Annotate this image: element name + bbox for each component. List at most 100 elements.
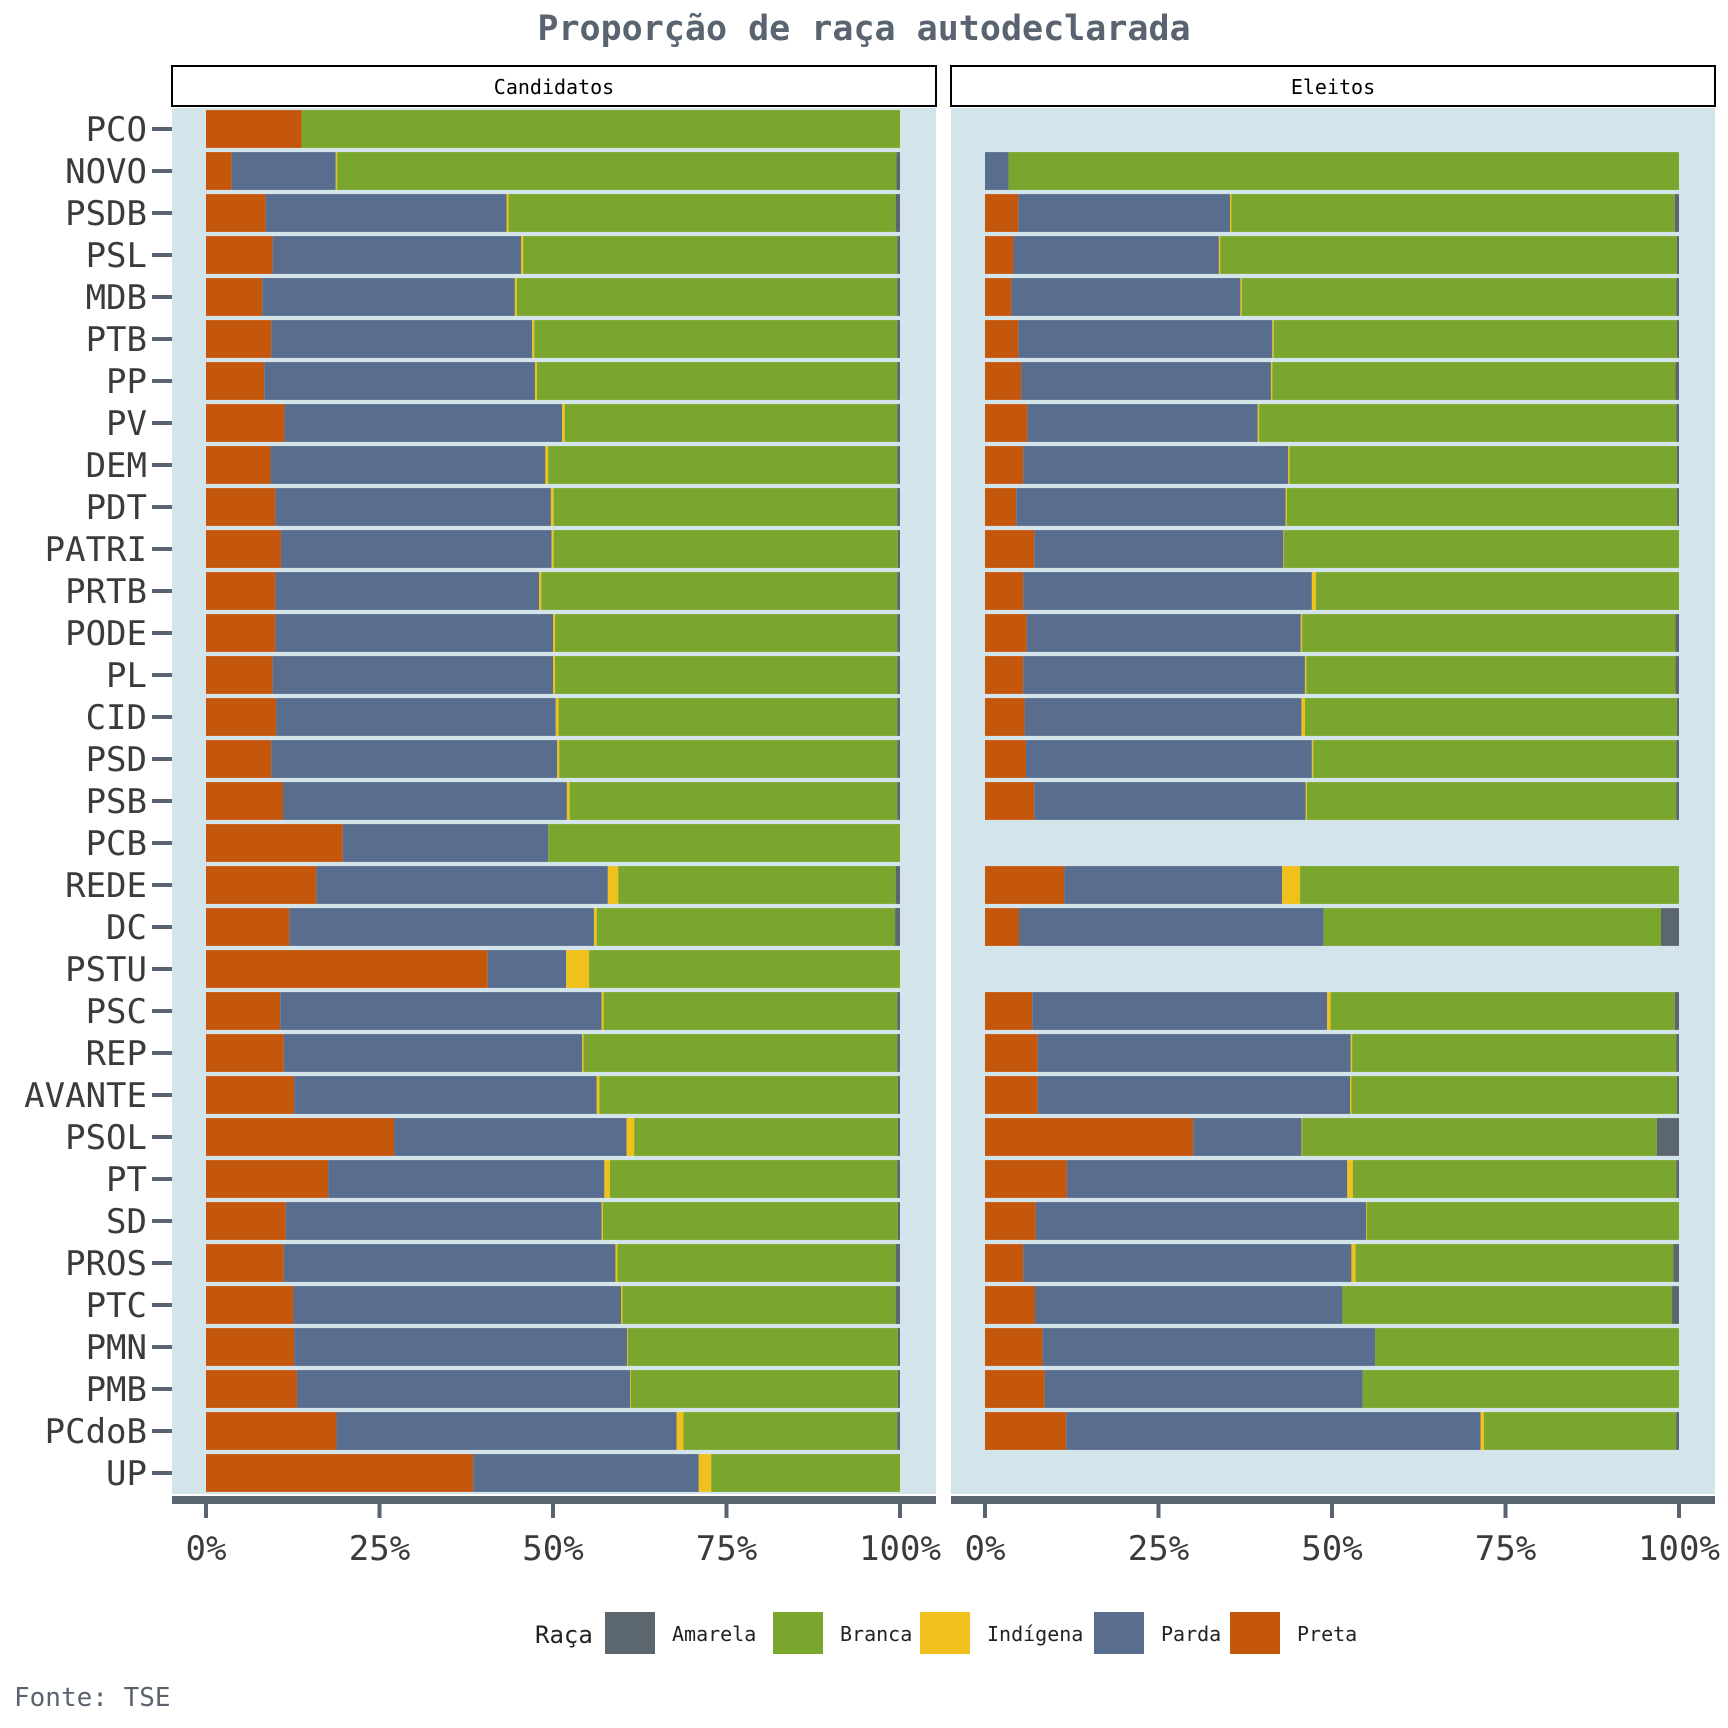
bar-candidatos-ptc-amarela: [895, 1286, 900, 1324]
x-tick-label: 50%: [522, 1529, 583, 1569]
bar-candidatos-psol-parda: [394, 1118, 627, 1156]
bar-candidatos-psl-branca: [523, 236, 898, 274]
bar-candidatos-pcb-parda: [342, 824, 549, 862]
bar-eleitos-pt-branca: [1352, 1160, 1677, 1198]
bar-candidatos-novo-indígena: [335, 152, 338, 190]
bar-candidatos-patri-indígena: [551, 530, 554, 568]
bar-eleitos-pmb-branca: [1362, 1370, 1679, 1408]
bar-eleitos-patri-preta: [985, 530, 1035, 568]
bar-candidatos-psol-preta: [206, 1118, 395, 1156]
bar-candidatos-pcdob-branca: [683, 1412, 898, 1450]
bar-eleitos-pmn-parda: [1042, 1328, 1376, 1366]
bar-eleitos-mdb-amarela: [1676, 278, 1679, 316]
bar-eleitos-psl-amarela: [1676, 236, 1679, 274]
x-tick-label: 25%: [1128, 1529, 1189, 1569]
bar-eleitos-pros-branca: [1355, 1244, 1674, 1282]
y-tick-label: PCdoB: [45, 1412, 147, 1452]
y-tick-label: UP: [106, 1454, 147, 1494]
bar-candidatos-pmb-indígena: [630, 1370, 631, 1408]
x-tick-label: 100%: [1638, 1529, 1720, 1569]
y-tick-label: PT: [106, 1160, 147, 1200]
bar-eleitos-pt-parda: [1066, 1160, 1348, 1198]
bar-eleitos-patri-parda: [1034, 530, 1284, 568]
bar-eleitos-pl-preta: [985, 656, 1024, 694]
bar-eleitos-psb-preta: [985, 782, 1035, 820]
bar-candidatos-psd-indígena: [557, 740, 560, 778]
bar-candidatos-psol-amarela: [897, 1118, 900, 1156]
legend-key: [1094, 1612, 1144, 1654]
bar-eleitos-pp-preta: [985, 362, 1022, 400]
bar-eleitos-mdb-indígena: [1240, 278, 1242, 316]
bar-candidatos-pv-parda: [284, 404, 563, 442]
bar-eleitos-psol-preta: [985, 1118, 1194, 1156]
x-tick-label: 25%: [349, 1529, 410, 1569]
bar-eleitos-pp-branca: [1272, 362, 1676, 400]
bar-candidatos-pcb-branca: [548, 824, 900, 862]
bar-candidatos-pp-indígena: [534, 362, 538, 400]
bar-candidatos-psb-preta: [206, 782, 284, 820]
bar-candidatos-rep-amarela: [897, 1034, 900, 1072]
bar-eleitos-dc-parda: [1019, 908, 1324, 946]
bar-eleitos-pv-preta: [985, 404, 1028, 442]
bar-eleitos-psol-parda: [1193, 1118, 1302, 1156]
bar-candidatos-dc-preta: [206, 908, 290, 946]
bar-candidatos-pstu-parda: [487, 950, 567, 988]
bar-eleitos-rep-parda: [1037, 1034, 1351, 1072]
bar-candidatos-dem-branca: [548, 446, 898, 484]
y-tick-label: DEM: [86, 446, 147, 486]
y-tick-label: PCB: [86, 824, 147, 864]
y-tick-label: SD: [106, 1202, 147, 1242]
y-tick-label: PRTB: [65, 572, 147, 612]
bar-candidatos-pp-preta: [206, 362, 265, 400]
bar-candidatos-dc-branca: [596, 908, 896, 946]
bar-eleitos-psl-branca: [1220, 236, 1677, 274]
bar-eleitos-psdb-parda: [1018, 194, 1230, 232]
bar-eleitos-pros-amarela: [1673, 1244, 1679, 1282]
x-tick-label: 0%: [186, 1529, 227, 1569]
bar-eleitos-psc-preta: [985, 992, 1033, 1030]
bar-eleitos-prtb-preta: [985, 572, 1024, 610]
bar-eleitos-pmb-parda: [1044, 1370, 1363, 1408]
bar-candidatos-up-parda: [473, 1454, 699, 1492]
bar-eleitos-pdt-amarela: [1676, 488, 1679, 526]
bar-eleitos-psl-indígena: [1218, 236, 1221, 274]
bar-candidatos-ptb-indígena: [532, 320, 535, 358]
bar-candidatos-ptb-parda: [271, 320, 533, 358]
bar-eleitos-pt-amarela: [1676, 1160, 1679, 1198]
bar-eleitos-dem-parda: [1023, 446, 1289, 484]
bar-candidatos-dc-parda: [289, 908, 594, 946]
bar-candidatos-dem-amarela: [897, 446, 900, 484]
bar-candidatos-pcdob-preta: [206, 1412, 337, 1450]
bar-eleitos-sd-parda: [1035, 1202, 1366, 1240]
y-tick-label: DC: [106, 908, 147, 948]
bar-candidatos-pv-amarela: [897, 404, 900, 442]
bar-candidatos-pstu-branca: [589, 950, 900, 988]
y-tick-label: PODE: [65, 614, 147, 654]
bar-candidatos-sd-parda: [285, 1202, 602, 1240]
caption-source: Fonte: TSE: [14, 1683, 171, 1713]
y-tick-label: PDT: [86, 488, 147, 528]
bar-candidatos-mdb-indígena: [514, 278, 517, 316]
bar-candidatos-psl-preta: [206, 236, 273, 274]
bar-candidatos-psdb-indígena: [506, 194, 509, 232]
bar-eleitos-patri-indígena: [1283, 530, 1285, 568]
bar-candidatos-psl-parda: [272, 236, 522, 274]
bar-eleitos-avante-indígena: [1350, 1076, 1352, 1114]
bar-candidatos-avante-indígena: [596, 1076, 600, 1114]
legend-label: Preta: [1297, 1622, 1357, 1646]
bar-eleitos-mdb-branca: [1241, 278, 1677, 316]
bar-candidatos-pmb-amarela: [897, 1370, 900, 1408]
bar-candidatos-rede-amarela: [895, 866, 900, 904]
x-axis-line: [172, 1496, 936, 1504]
bar-eleitos-prtb-indígena: [1311, 572, 1317, 610]
bar-candidatos-cid-branca: [558, 698, 898, 736]
bar-eleitos-psd-parda: [1025, 740, 1312, 778]
bar-eleitos-pmn-branca: [1375, 1328, 1679, 1366]
bar-candidatos-pcdob-parda: [336, 1412, 677, 1450]
bar-candidatos-pp-parda: [264, 362, 535, 400]
bar-candidatos-pros-indígena: [615, 1244, 618, 1282]
bar-candidatos-psdb-branca: [508, 194, 896, 232]
legend-label: Parda: [1161, 1622, 1221, 1646]
bar-candidatos-pstu-indígena: [566, 950, 590, 988]
bar-candidatos-psd-branca: [559, 740, 898, 778]
